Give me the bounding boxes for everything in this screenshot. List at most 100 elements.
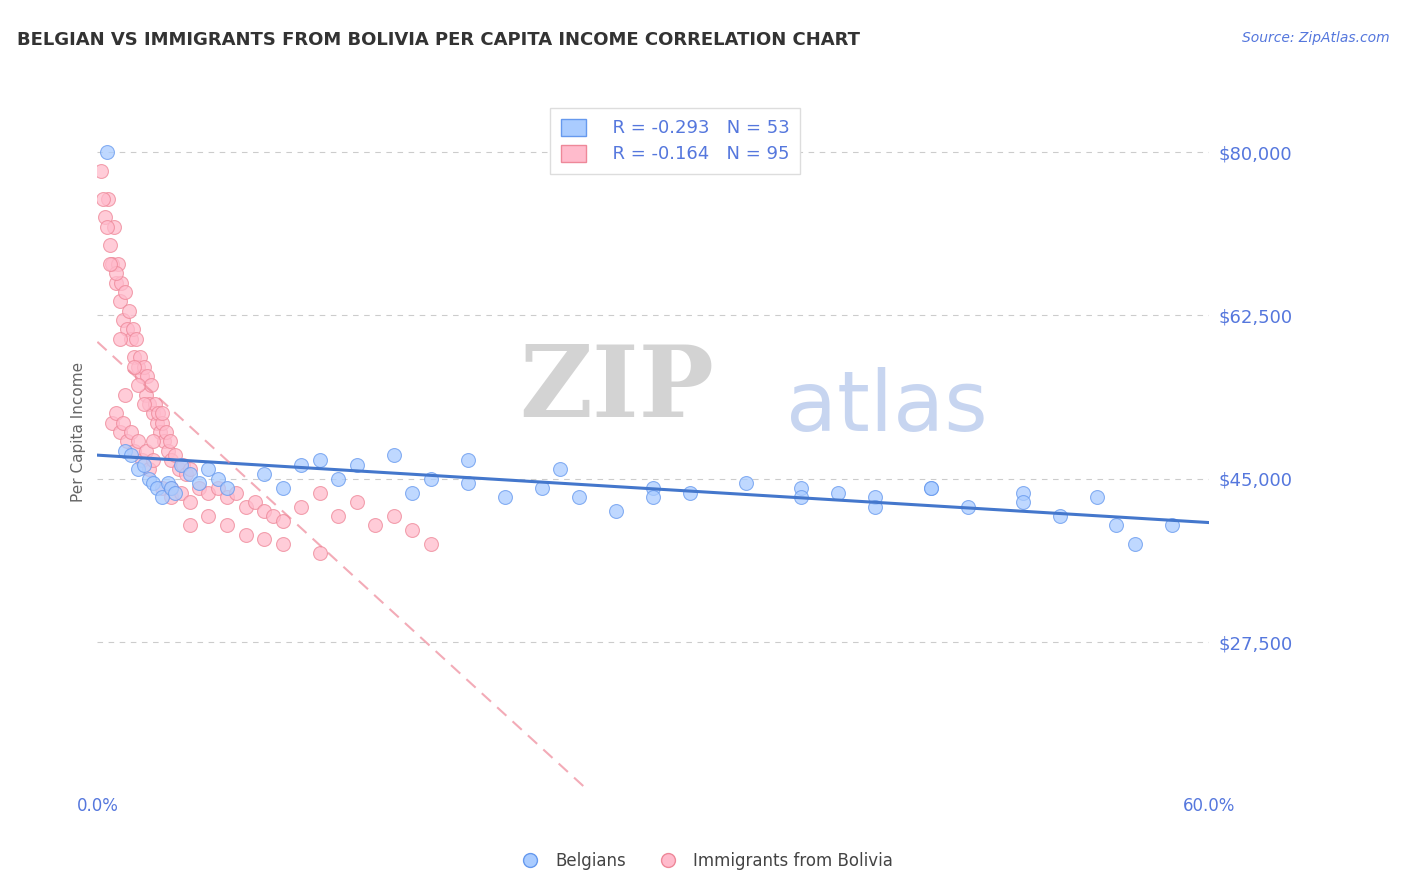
Point xyxy=(134,388,156,402)
Point xyxy=(197,462,219,476)
Point xyxy=(90,163,112,178)
Point xyxy=(132,397,155,411)
Point xyxy=(308,485,330,500)
Point xyxy=(153,434,176,449)
Point xyxy=(142,476,165,491)
Point xyxy=(150,481,173,495)
Point xyxy=(170,485,193,500)
Point xyxy=(96,219,118,234)
Point xyxy=(104,267,127,281)
Point xyxy=(863,491,886,505)
Point xyxy=(148,407,170,421)
Point xyxy=(494,491,516,505)
Point xyxy=(124,443,146,458)
Point xyxy=(104,407,127,421)
Point xyxy=(138,462,160,476)
Point xyxy=(127,434,149,449)
Point xyxy=(96,145,118,160)
Point xyxy=(235,500,257,514)
Legend: Belgians, Immigrants from Bolivia: Belgians, Immigrants from Bolivia xyxy=(509,847,897,875)
Point xyxy=(110,276,132,290)
Point xyxy=(253,533,276,547)
Point xyxy=(138,397,160,411)
Point xyxy=(156,476,179,491)
Point xyxy=(127,462,149,476)
Point xyxy=(150,407,173,421)
Point xyxy=(125,332,148,346)
Point xyxy=(1087,491,1109,505)
Point xyxy=(115,434,138,449)
Point xyxy=(641,481,664,495)
Point xyxy=(114,388,136,402)
Point xyxy=(1105,518,1128,533)
Point xyxy=(134,443,156,458)
Point xyxy=(132,458,155,472)
Point xyxy=(174,467,197,482)
Point xyxy=(290,500,312,514)
Point xyxy=(159,434,181,449)
Point xyxy=(101,416,124,430)
Point xyxy=(150,416,173,430)
Point xyxy=(165,449,187,463)
Point xyxy=(179,462,201,476)
Point xyxy=(120,449,142,463)
Point xyxy=(97,192,120,206)
Point xyxy=(235,528,257,542)
Point xyxy=(142,434,165,449)
Point xyxy=(104,276,127,290)
Point xyxy=(108,425,131,439)
Point xyxy=(118,303,141,318)
Point xyxy=(271,481,294,495)
Point xyxy=(827,485,849,500)
Point xyxy=(530,481,553,495)
Point xyxy=(142,453,165,467)
Point xyxy=(160,491,183,505)
Point xyxy=(120,425,142,439)
Point xyxy=(641,491,664,505)
Point xyxy=(457,453,479,467)
Point xyxy=(108,294,131,309)
Point xyxy=(215,491,238,505)
Point xyxy=(346,495,368,509)
Point xyxy=(290,458,312,472)
Point xyxy=(679,485,702,500)
Point xyxy=(179,518,201,533)
Point xyxy=(956,500,979,514)
Legend:   R = -0.293   N = 53,   R = -0.164   N = 95: R = -0.293 N = 53, R = -0.164 N = 95 xyxy=(550,108,800,174)
Point xyxy=(207,472,229,486)
Point xyxy=(1123,537,1146,551)
Point xyxy=(243,495,266,509)
Point xyxy=(308,546,330,560)
Point xyxy=(160,453,183,467)
Point xyxy=(160,481,183,495)
Point xyxy=(124,351,146,365)
Point xyxy=(734,476,756,491)
Point xyxy=(107,257,129,271)
Point xyxy=(149,425,172,439)
Point xyxy=(790,481,813,495)
Point xyxy=(136,369,159,384)
Point xyxy=(103,219,125,234)
Point xyxy=(145,481,167,495)
Point xyxy=(101,257,124,271)
Point xyxy=(120,332,142,346)
Point xyxy=(121,322,143,336)
Point xyxy=(115,322,138,336)
Point xyxy=(179,467,201,482)
Point xyxy=(188,481,211,495)
Point xyxy=(401,523,423,537)
Point xyxy=(262,509,284,524)
Point xyxy=(197,509,219,524)
Point xyxy=(172,458,194,472)
Point xyxy=(138,472,160,486)
Point xyxy=(165,485,187,500)
Point xyxy=(112,313,135,327)
Point xyxy=(253,504,276,518)
Point xyxy=(179,495,201,509)
Point xyxy=(920,481,942,495)
Point xyxy=(364,518,387,533)
Point xyxy=(94,211,117,225)
Point xyxy=(98,238,121,252)
Point xyxy=(142,407,165,421)
Point xyxy=(114,443,136,458)
